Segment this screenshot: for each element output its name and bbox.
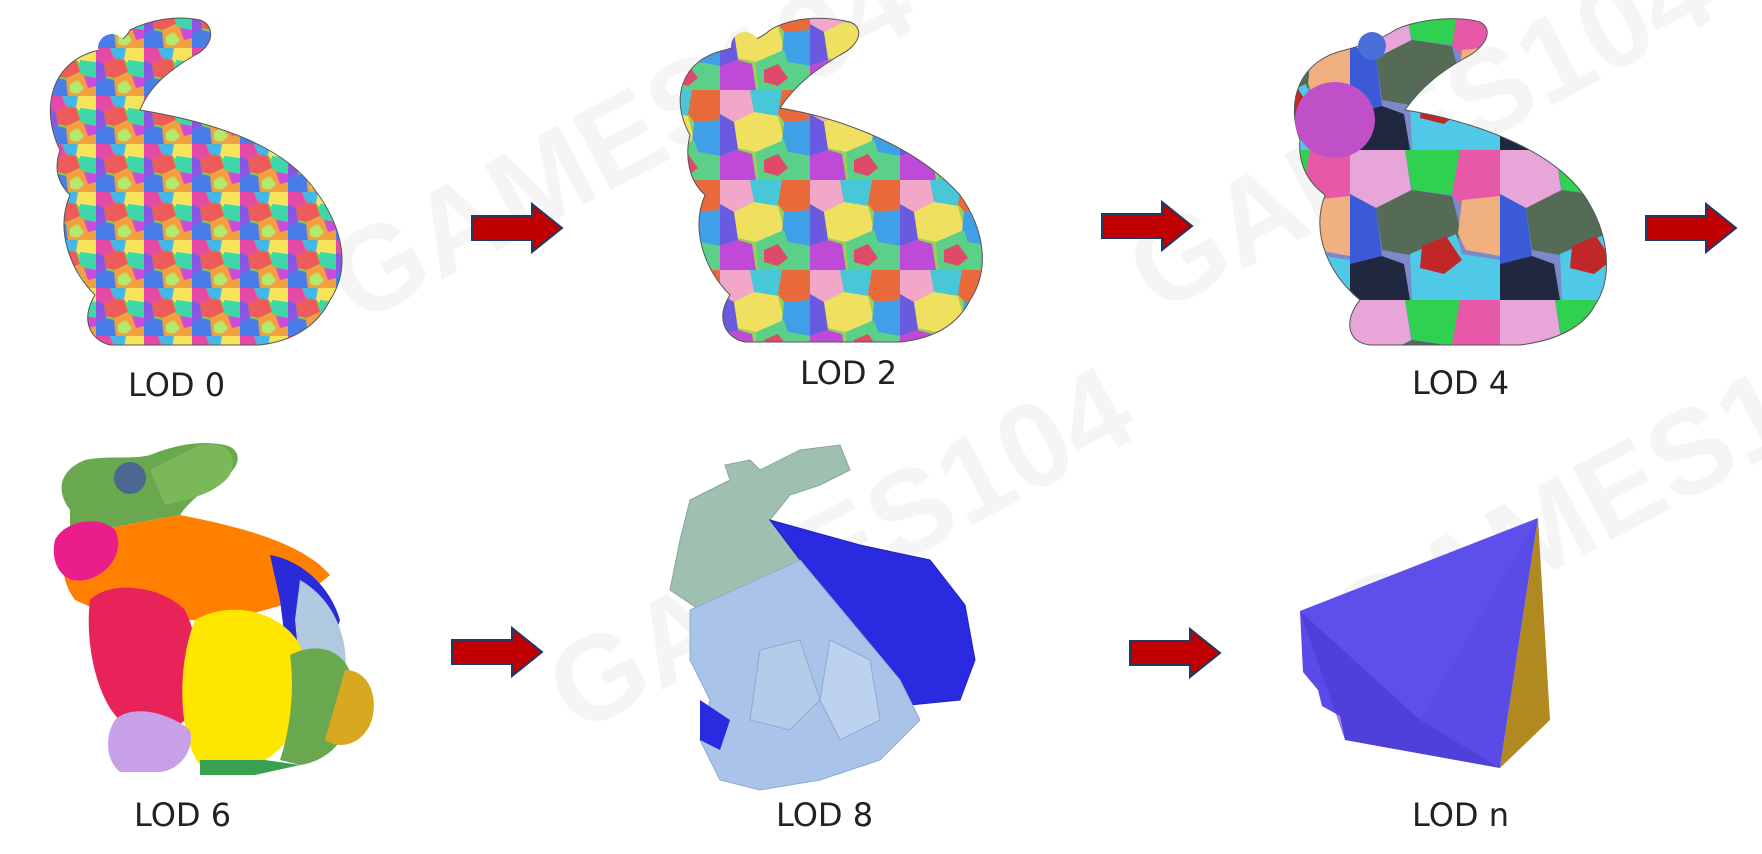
arrow-lod0-to-lod2 [471, 201, 564, 255]
lod8-label: LOD 8 [776, 796, 874, 834]
lod2-label: LOD 2 [800, 354, 898, 392]
arrow-lod4-to-next [1645, 201, 1738, 255]
lod0-label: LOD 0 [128, 366, 226, 404]
lod4-label: LOD 4 [1412, 364, 1510, 402]
arrow-lod6-to-lod8 [451, 625, 544, 679]
arrow-lod8-to-lodn [1129, 626, 1222, 680]
bunny-lod8 [669, 444, 976, 791]
lodn-label: LOD n [1412, 796, 1509, 834]
lod6-label: LOD 6 [134, 796, 232, 834]
bunny-lod0 [49, 17, 343, 346]
bunny-lod4 [1293, 18, 1607, 346]
shape-lodn [1300, 518, 1550, 768]
arrow-lod2-to-lod4 [1101, 199, 1194, 253]
bunny-lod2 [679, 17, 983, 343]
bunny-lod6 [53, 443, 374, 775]
